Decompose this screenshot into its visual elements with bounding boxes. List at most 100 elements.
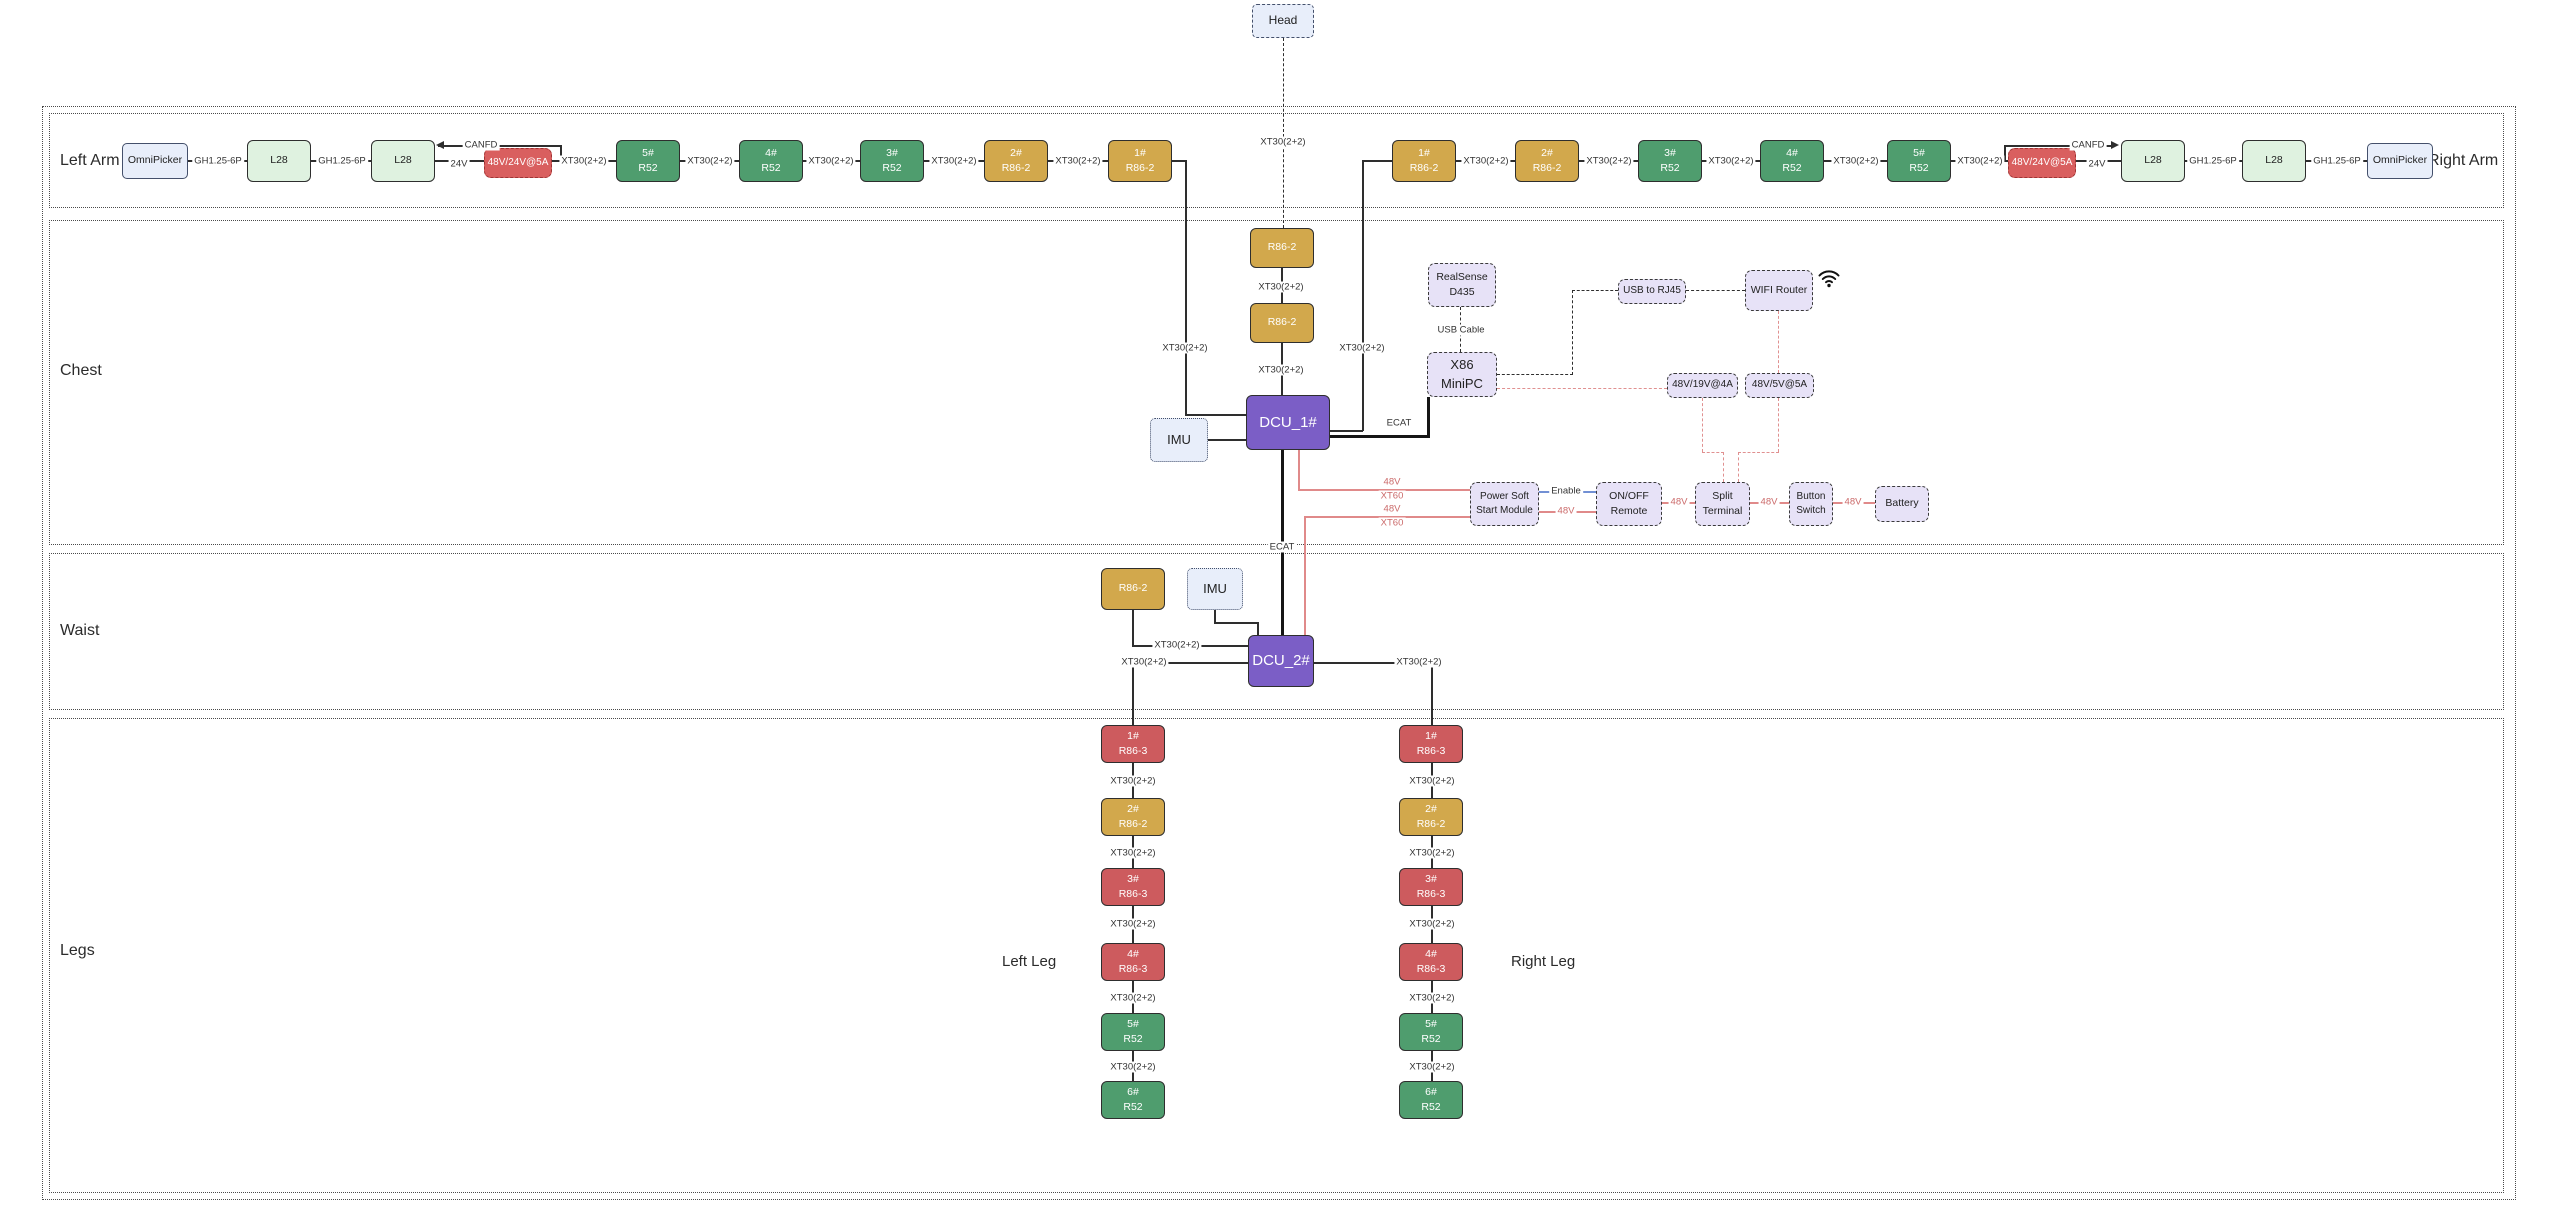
edge-label-ra-xt30-4: XT30(2+2) [1831,155,1881,167]
edge-label-rleg-1: XT30(2+2) [1407,775,1457,787]
edge-label-48v-4: 48V [1842,496,1864,508]
edge-label-ra-xt30-2: XT30(2+2) [1584,155,1634,167]
edge-label-ra-xt30-5: XT30(2+2) [1955,155,2005,167]
edge-dcu2-leftleg-h [1132,662,1248,664]
node-dcu-2: DCU_2# [1248,635,1314,687]
node-lleg-1: 1# R86-3 [1101,725,1165,763]
band-chest [49,220,2504,545]
edge-label-48v-2: 48V [1668,496,1690,508]
edge-leftarm-dcu1-b [1185,160,1187,415]
node-leftarm-l28-1: L28 [247,140,311,182]
edge-label-la-canfd: CANFD [462,139,500,151]
edge-waist-imu-b [1214,622,1258,624]
node-waist-imu: IMU [1187,568,1243,610]
edge-5v-split-a [1778,398,1779,452]
node-chest-r86-lower: R86-2 [1250,303,1314,343]
edge-label-xt60-a: XT60 [1378,490,1406,502]
node-leftarm-l28-2: L28 [371,140,435,182]
node-dcu-1: DCU_1# [1246,395,1330,450]
node-rightarm-l28-1: L28 [2121,140,2185,182]
edge-label-ecat-dcu: ECAT [1267,541,1297,553]
node-rleg-4: 4# R86-3 [1399,943,1463,981]
edge-label-head-xt30: XT30(2+2) [1258,136,1308,148]
edge-dcu2-pssm-h [1304,516,1470,518]
edge-label-lleg-1: XT30(2+2) [1108,775,1158,787]
edge-ecat-dcu1-pc-a [1330,435,1430,438]
node-lleg-3: 3# R86-3 [1101,868,1165,906]
edge-label-ra-drop: XT30(2+2) [1337,342,1387,354]
edge-waist-imu-c [1257,622,1259,636]
edge-label-48v-3: 48V [1758,496,1780,508]
edge-head-to-chest [1283,38,1284,228]
edge-dcu2-rightleg-v [1431,662,1433,725]
edge-label-lleg-5: XT30(2+2) [1108,1061,1158,1073]
edge-waist-r86-dcu2-a [1132,610,1134,646]
edge-19v-split-c [1723,452,1724,482]
node-onoff-remote: ON/OFF Remote [1596,482,1662,526]
edge-pc-rj45-c [1572,290,1618,291]
edge-label-ra-xt30-1: XT30(2+2) [1461,155,1511,167]
edge-label-ra-xt30-3: XT30(2+2) [1706,155,1756,167]
edge-rj45-wifi [1686,290,1745,291]
node-rleg-1: 1# R86-3 [1399,725,1463,763]
edge-canfd-left-drop [560,145,562,161]
node-leftarm-j5: 5# R52 [616,140,680,182]
edge-label-rleg-2: XT30(2+2) [1407,847,1457,859]
edge-label-lleg-3: XT30(2+2) [1108,918,1158,930]
edge-label-rleg-4: XT30(2+2) [1407,992,1457,1004]
band-arms [49,113,2504,208]
edge-label-la-xt30-3: XT30(2+2) [806,155,856,167]
node-chest-imu: IMU [1150,418,1208,462]
band-legs [49,718,2504,1193]
node-wifi-router: WIFI Router [1745,270,1813,311]
edge-label-enable: Enable [1549,485,1583,497]
edge-label-48v-b: 48V [1381,503,1403,515]
edge-canfd-right [2004,145,2112,147]
edge-19v-split-b [1702,452,1724,453]
edge-label-la-xt30-1: XT30(2+2) [559,155,609,167]
node-head: Head [1252,4,1314,38]
edge-pc-rj45-b [1572,290,1573,375]
edge-imu-dcu1 [1208,439,1246,441]
node-rightarm-j3: 3# R52 [1638,140,1702,182]
edge-label-la-xt30-5: XT30(2+2) [1053,155,1103,167]
node-realsense: RealSense D435 [1428,263,1496,307]
node-rleg-2: 2# R86-2 [1399,798,1463,836]
edge-rightarm-dcu1-b [1362,160,1364,431]
node-leftarm-omnipicker: OmniPicker [122,143,188,179]
edge-leftarm-dcu1-a [1172,160,1186,162]
edge-label-48v-1: 48V [1555,505,1577,517]
edge-label-lleg-4: XT30(2+2) [1108,992,1158,1004]
node-conv-5v: 48V/5V@5A [1745,373,1814,398]
outer-frame [42,106,2516,1200]
node-lleg-2: 2# R86-2 [1101,798,1165,836]
edge-label-ra-gh-2: GH1.25-6P [2311,155,2363,167]
node-lleg-4: 4# R86-3 [1101,943,1165,981]
edge-leftarm-dcu1-c [1185,414,1246,416]
node-conv-19v: 48V/19V@4A [1667,373,1738,398]
edge-label-waist-left: XT30(2+2) [1119,656,1169,668]
node-split-terminal: Split Terminal [1695,482,1750,526]
edge-dcu2-pssm-v [1304,516,1306,635]
section-label-right-arm: Right Arm [2428,152,2499,169]
edge-label-lleg-2: XT30(2+2) [1108,847,1158,859]
edge-label-ecat-pc: ECAT [1384,417,1414,429]
edge-label-ra-24v: 24V [2086,158,2108,170]
edge-label-la-24v: 24V [448,158,470,170]
edge-label-ra-canfd: CANFD [2069,139,2107,151]
section-label-chest: Chest [60,362,102,379]
node-leftarm-j3: 3# R52 [860,140,924,182]
node-rightarm-j4: 4# R52 [1760,140,1824,182]
section-label-left-arm: Left Arm [60,152,120,169]
section-label-waist: Waist [60,622,100,639]
node-rightarm-j5: 5# R52 [1887,140,1951,182]
edge-label-ra-gh-1: GH1.25-6P [2187,155,2239,167]
node-rightarm-omnipicker: OmniPicker [2367,143,2433,179]
edge-wifi-5v [1778,311,1779,373]
node-rightarm-j1: 1# R86-2 [1392,140,1456,182]
label-left-leg: Left Leg [1002,953,1057,970]
node-lleg-5: 5# R52 [1101,1013,1165,1051]
edge-5v-split-c [1738,452,1739,482]
edge-label-la-xt30-2: XT30(2+2) [685,155,735,167]
